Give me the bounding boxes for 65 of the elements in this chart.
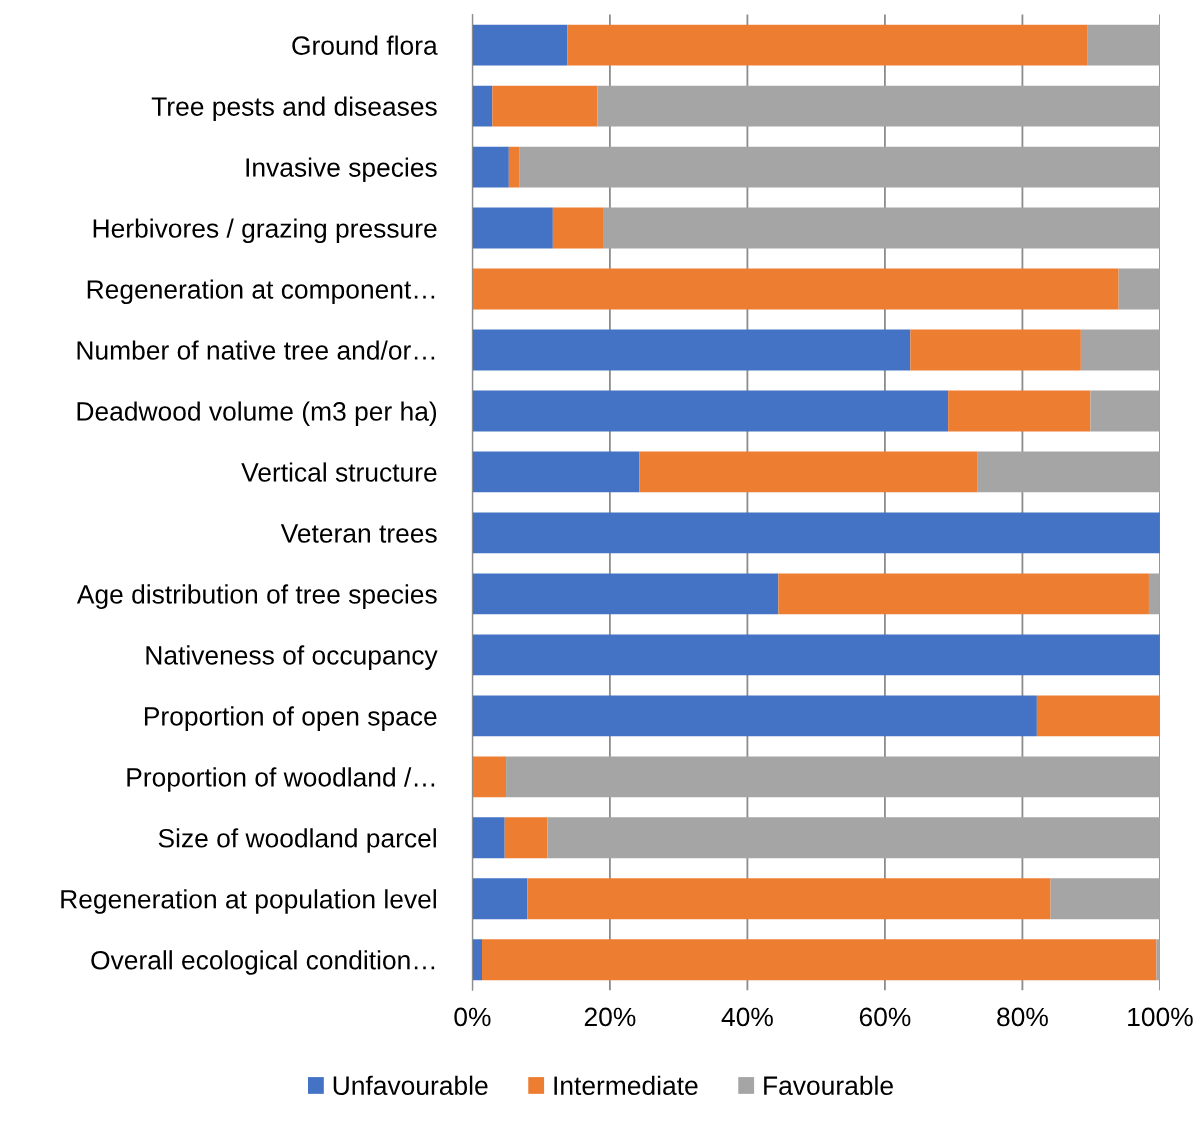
y-tick-label: Deadwood volume (m3 per ha) <box>77 401 437 426</box>
y-tick-label: Vertical structure <box>241 462 437 482</box>
x-tick-label: 0% <box>454 1007 491 1027</box>
x-tick-label: 60% <box>859 1007 911 1027</box>
y-tick-label: Veteran trees <box>280 524 437 543</box>
legend-label: Intermediate <box>554 1075 698 1096</box>
bar <box>1050 878 1160 920</box>
legend-label: Unfavourable <box>333 1075 488 1096</box>
bar <box>472 817 505 859</box>
x-tick-label: 80% <box>997 1007 1048 1027</box>
y-tick-label: Age distribution of tree species <box>76 584 437 609</box>
y-tick-label: Invasive species <box>246 157 437 183</box>
bar <box>472 451 640 493</box>
bar <box>552 207 604 249</box>
bar <box>492 85 598 127</box>
bar <box>1087 24 1160 66</box>
bar <box>472 24 568 66</box>
bar <box>506 756 1160 798</box>
bar <box>472 207 553 249</box>
y-tick-label: Size of woodland parcel <box>158 828 436 853</box>
bar <box>778 573 1149 615</box>
bar <box>472 939 483 981</box>
y-tick-label: Ground flora <box>292 35 438 55</box>
x-tick-label: 100% <box>1128 1007 1193 1027</box>
bar <box>1148 573 1160 615</box>
bar <box>482 939 1157 981</box>
bar <box>519 146 1160 188</box>
legend-label: Favourable <box>764 1075 893 1096</box>
bar <box>472 756 507 798</box>
bar <box>547 817 1160 859</box>
bar <box>639 451 978 493</box>
bar <box>948 390 1091 432</box>
y-tick-label: Proportion of open space <box>144 706 437 731</box>
y-tick-label: Proportion of woodland /… <box>127 767 435 792</box>
y-tick-label: Overall ecological condition… <box>91 950 435 975</box>
bar <box>1036 695 1160 737</box>
bar <box>472 390 949 432</box>
y-tick-label: Herbivores / grazing pressure <box>93 218 437 244</box>
bar <box>472 634 1160 676</box>
bar <box>472 268 1119 310</box>
y-tick-label: Regeneration at component… <box>87 279 435 305</box>
bar <box>472 878 528 920</box>
bar <box>910 329 1081 371</box>
bar <box>597 85 1160 127</box>
bar <box>1090 390 1160 432</box>
bar <box>472 512 1160 554</box>
bar <box>1118 268 1160 310</box>
bar <box>1080 329 1160 371</box>
bar <box>472 695 1037 737</box>
bar <box>567 24 1088 66</box>
bar <box>472 573 779 615</box>
bar <box>603 207 1160 249</box>
bar <box>472 85 493 127</box>
x-tick-label: 40% <box>721 1007 773 1027</box>
bar <box>977 451 1160 493</box>
bar <box>508 146 520 188</box>
bar <box>527 878 1051 920</box>
y-tick-label: Tree pests and diseases <box>151 96 437 122</box>
bar <box>504 817 548 859</box>
y-tick-label: Nativeness of occupancy <box>146 645 438 670</box>
y-tick-label: Regeneration at population level <box>61 889 436 914</box>
x-tick-label: 20% <box>584 1007 636 1027</box>
bar <box>472 146 509 188</box>
y-tick-label: Number of native tree and/or… <box>77 340 435 360</box>
bar <box>472 329 911 371</box>
